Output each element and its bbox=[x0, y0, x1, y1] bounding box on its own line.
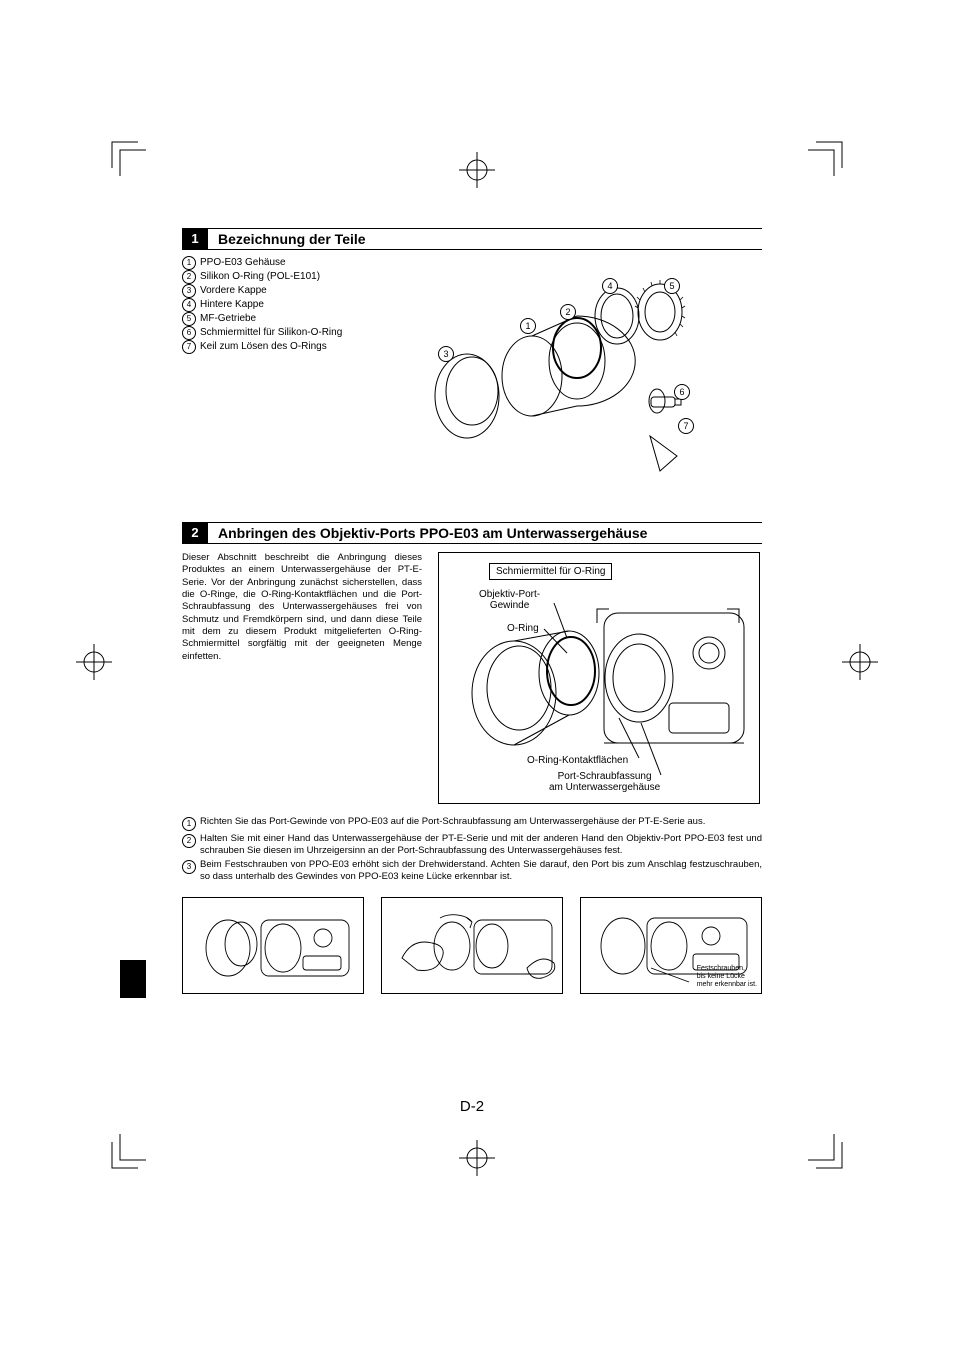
bottom-figure-3: Festschrauben, bis keine Lücke mehr erke… bbox=[580, 897, 762, 994]
part-label: Vordere Kappe bbox=[200, 284, 267, 298]
section-1-number: 1 bbox=[182, 229, 208, 249]
section-2-figure: Schmiermittel für O-Ring Objektiv-Port- … bbox=[438, 552, 760, 804]
bottom-figure-3-caption: Festschrauben, bis keine Lücke mehr erke… bbox=[697, 965, 757, 988]
part-num-4: 4 bbox=[182, 298, 196, 312]
section-2-paragraph: Dieser Abschnitt beschreibt die Anbringu… bbox=[182, 552, 422, 804]
callout-2: 2 bbox=[560, 304, 576, 320]
registration-mark bbox=[459, 152, 495, 188]
callout-1: 1 bbox=[520, 318, 536, 334]
section-1-title: Bezeichnung der Teile bbox=[218, 231, 366, 247]
crop-mark bbox=[110, 1134, 146, 1170]
page-content: 1 Bezeichnung der Teile 1 PPO-E03 Gehäuse… bbox=[182, 228, 762, 994]
instruction-text: Richten Sie das Port-Gewinde von PPO-E03… bbox=[200, 816, 705, 831]
instruction-text: Beim Festschrauben von PPO-E03 erhöht si… bbox=[200, 859, 762, 883]
callout-7: 7 bbox=[678, 418, 694, 434]
bottom-figures: Festschrauben, bis keine Lücke mehr erke… bbox=[182, 897, 762, 994]
callout-3: 3 bbox=[438, 346, 454, 362]
part-label: Silikon O-Ring (POL-E101) bbox=[200, 270, 320, 284]
part-num-1: 1 bbox=[182, 256, 196, 270]
callout-5: 5 bbox=[664, 278, 680, 294]
part-num-7: 7 bbox=[182, 340, 196, 354]
instructions: 1 Richten Sie das Port-Gewinde von PPO-E0… bbox=[182, 816, 762, 883]
bottom-figure-1 bbox=[182, 897, 364, 994]
registration-mark bbox=[842, 644, 878, 680]
part-num-3: 3 bbox=[182, 284, 196, 298]
callout-6: 6 bbox=[674, 384, 690, 400]
page-number: D-2 bbox=[182, 1098, 762, 1115]
section-2-header: 2 Anbringen des Objektiv-Ports PPO-E03 a… bbox=[182, 522, 762, 544]
bottom-figure-2 bbox=[381, 897, 563, 994]
instr-num-3: 3 bbox=[182, 860, 196, 874]
part-num-6: 6 bbox=[182, 326, 196, 340]
instr-num-2: 2 bbox=[182, 834, 196, 848]
part-num-2: 2 bbox=[182, 270, 196, 284]
crop-mark bbox=[110, 140, 146, 176]
section-1-header: 1 Bezeichnung der Teile bbox=[182, 228, 762, 250]
part-label: Keil zum Lösen des O-Rings bbox=[200, 340, 327, 354]
crop-mark bbox=[808, 1134, 844, 1170]
part-num-5: 5 bbox=[182, 312, 196, 326]
callout-4: 4 bbox=[602, 278, 618, 294]
section-2-title: Anbringen des Objektiv-Ports PPO-E03 am … bbox=[218, 525, 647, 541]
instr-num-1: 1 bbox=[182, 817, 196, 831]
part-label: MF-Getriebe bbox=[200, 312, 256, 326]
part-label: Schmiermittel für Silikon-O-Ring bbox=[200, 326, 342, 340]
instruction-text: Halten Sie mit einer Hand das Unterwasse… bbox=[200, 833, 762, 857]
section-1-figure: 1 2 3 4 5 6 7 bbox=[402, 256, 702, 486]
crop-mark bbox=[808, 140, 844, 176]
section-2-number: 2 bbox=[182, 523, 208, 543]
part-label: PPO-E03 Gehäuse bbox=[200, 256, 286, 270]
registration-mark bbox=[459, 1140, 495, 1176]
side-tab bbox=[120, 960, 146, 998]
part-label: Hintere Kappe bbox=[200, 298, 264, 312]
registration-mark bbox=[76, 644, 112, 680]
parts-list: 1 PPO-E03 Gehäuse 2 Silikon O-Ring (POL-E1… bbox=[182, 256, 382, 354]
